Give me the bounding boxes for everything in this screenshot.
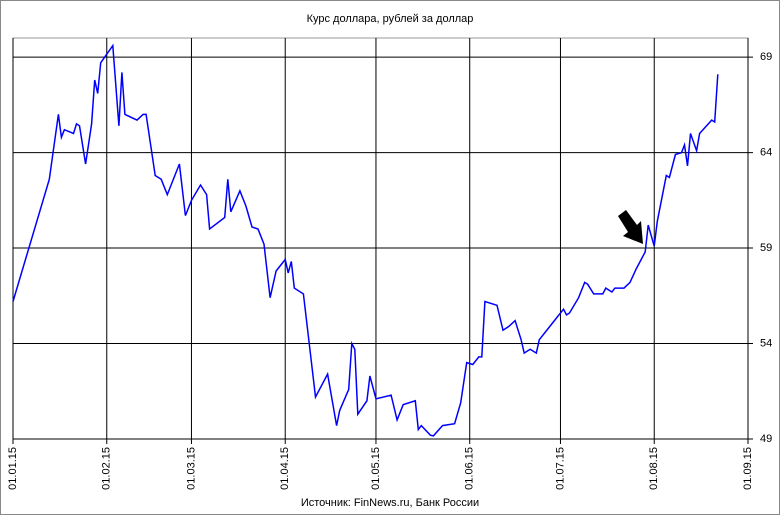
x-tick-label: 01.01.15: [7, 447, 19, 490]
arrow: [618, 210, 643, 244]
x-tick-label: 01.08.15: [648, 447, 660, 490]
chart-title: Курс доллара, рублей за доллар: [307, 13, 474, 25]
y-tick-label: 64: [760, 146, 772, 158]
x-tick-label: 01.07.15: [554, 447, 566, 490]
line: [12, 43, 719, 437]
y-tick-label: 59: [760, 242, 772, 254]
x-tick-label: 01.04.15: [279, 447, 291, 490]
x-tick-label: 01.09.15: [742, 447, 754, 490]
y-tick-label: 49: [760, 433, 772, 445]
plot-area: [12, 37, 749, 440]
y-tick-label: 69: [760, 51, 772, 63]
y-tick-label: 54: [760, 337, 772, 349]
x-tick-label: 01.02.15: [101, 447, 113, 490]
x-tick-label: 01.03.15: [185, 447, 197, 490]
x-tick-label: 01.05.15: [370, 447, 382, 490]
source: Источник: FinNews.ru, Банк России: [301, 497, 479, 509]
x-tick-label: 01.06.15: [464, 447, 476, 490]
